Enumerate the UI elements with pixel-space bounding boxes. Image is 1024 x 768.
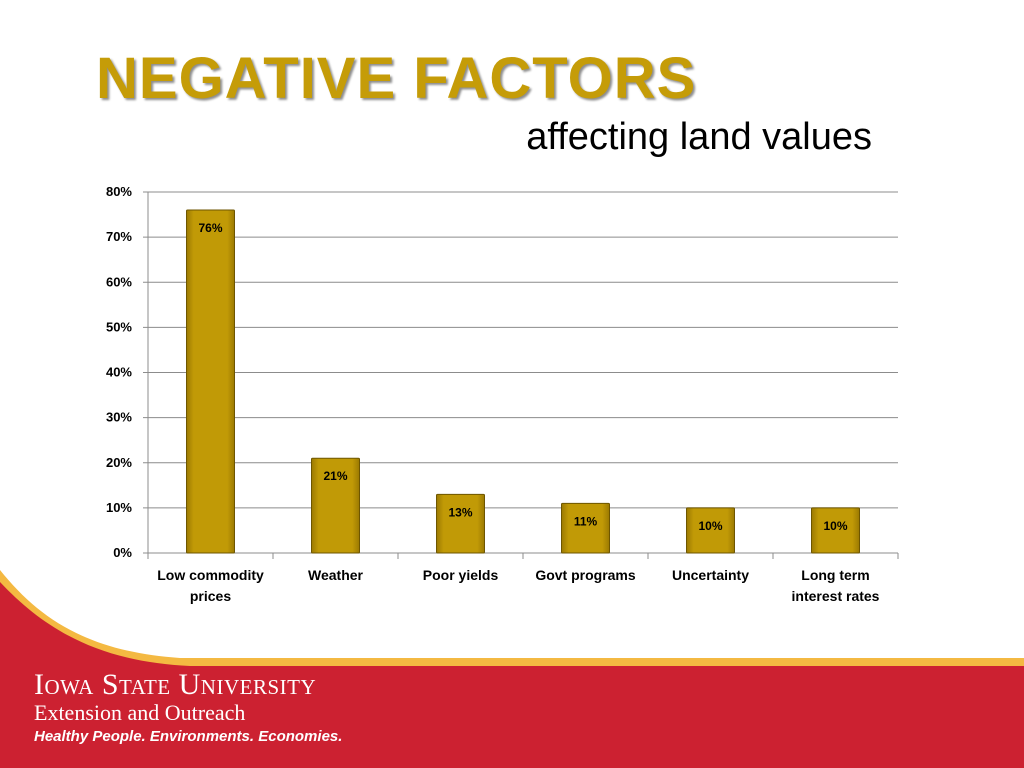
- y-tick-label: 80%: [106, 184, 132, 199]
- x-tick-label: Poor yields: [423, 567, 499, 583]
- y-axis-tick-labels: 0% 10% 20% 30% 40% 50% 60% 70% 80%: [106, 184, 132, 560]
- data-label: 10%: [823, 519, 847, 533]
- footer-tagline: Healthy People. Environments. Economies.: [34, 728, 343, 745]
- data-label: 11%: [574, 514, 598, 528]
- y-tick-label: 10%: [106, 500, 132, 515]
- university-logo: Iowa State University Extension and Outr…: [34, 670, 316, 724]
- bar-govt-programs: [561, 502, 610, 554]
- bar-weather: [311, 457, 360, 554]
- y-tick-label: 60%: [106, 274, 132, 289]
- extension-unit-name: Extension and Outreach: [34, 700, 246, 725]
- bar-uncertainty: [686, 507, 735, 554]
- bar-poor-yields: [436, 493, 485, 554]
- y-tick-label: 70%: [106, 229, 132, 244]
- x-tick-label-line: Poor yields: [423, 567, 499, 583]
- chart-bars: [186, 209, 860, 554]
- data-label: 13%: [448, 505, 472, 519]
- data-label: 10%: [698, 519, 722, 533]
- bar-low-commodity-prices: [186, 209, 235, 554]
- x-tick-label: Low commodity prices: [157, 567, 264, 604]
- slide-title: NEGATIVE FACTORS: [96, 46, 697, 111]
- x-tick-label: Uncertainty: [672, 567, 749, 583]
- x-axis-tick-labels: Low commodity prices Weather Poor yields Gov…: [157, 567, 879, 604]
- y-tick-label: 30%: [106, 410, 132, 425]
- x-tick-label: Govt programs: [535, 567, 636, 583]
- chart-axes: [143, 191, 899, 559]
- chart-data-labels: 76% 21% 13% 11% 10% 10%: [198, 221, 847, 533]
- x-tick-label-line: Weather: [308, 567, 364, 583]
- slide-subtitle: affecting land values: [526, 116, 872, 158]
- y-tick-label: 40%: [106, 365, 132, 380]
- y-tick-label: 20%: [106, 455, 132, 470]
- data-label: 76%: [198, 221, 222, 235]
- y-tick-label: 50%: [106, 319, 132, 334]
- bar-chart: 0% 10% 20% 30% 40% 50% 60% 70% 80% 76% 21% 13% 11% 1…: [106, 184, 899, 604]
- x-tick-label-line: Long term: [801, 567, 869, 583]
- x-tick-label-line: prices: [190, 588, 231, 604]
- footer-swoosh-graphic: [0, 570, 1024, 768]
- data-label: 21%: [323, 469, 347, 483]
- x-tick-label-line: interest rates: [792, 588, 880, 604]
- x-tick-label-line: Govt programs: [535, 567, 636, 583]
- chart-gridlines: [148, 191, 898, 509]
- x-tick-label: Long term interest rates: [792, 567, 880, 604]
- x-tick-label: Weather: [308, 567, 364, 583]
- university-name: Iowa State University: [34, 668, 317, 701]
- y-tick-label: 0%: [113, 545, 132, 560]
- footer-red-band: [0, 582, 1024, 768]
- x-tick-label-line: Uncertainty: [672, 567, 749, 583]
- x-tick-label-line: Low commodity: [157, 567, 264, 583]
- bar-long-term-interest-rates: [811, 507, 860, 554]
